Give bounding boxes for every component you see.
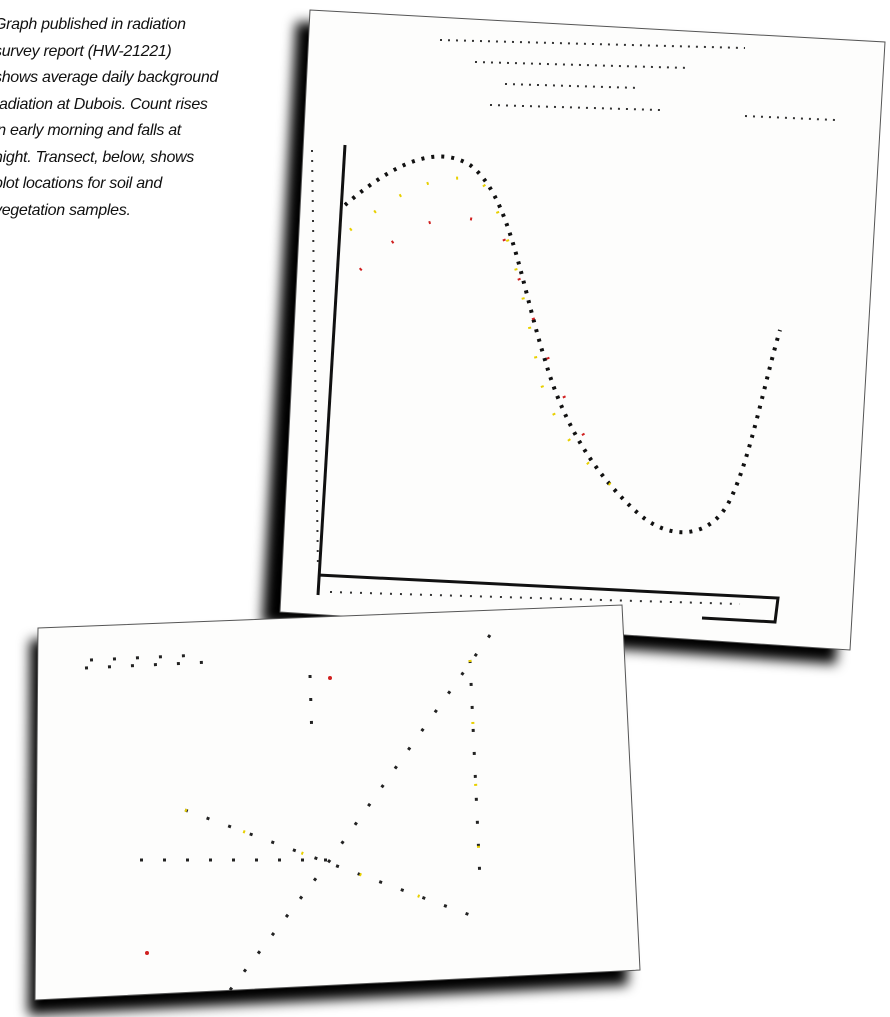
caption-line: Graph published in radiation (0, 12, 274, 39)
caption-line: plot locations for soil and (0, 171, 274, 198)
sample-point (145, 951, 149, 955)
transect-paper (35, 605, 640, 1000)
page: {"caption": {"lines": ["Graph published … (0, 0, 890, 1017)
caption-line: survey report (HW-21221) (0, 39, 274, 66)
sample-point (328, 676, 332, 680)
graph-paper (280, 10, 885, 650)
caption-line: radiation at Dubois. Count rises (0, 92, 274, 119)
caption-line: night. Transect, below, shows (0, 145, 274, 172)
caption-line: in early morning and falls at (0, 118, 274, 145)
caption-line: vegetation samples. (0, 198, 274, 225)
caption-line: shows average daily background (0, 65, 274, 92)
